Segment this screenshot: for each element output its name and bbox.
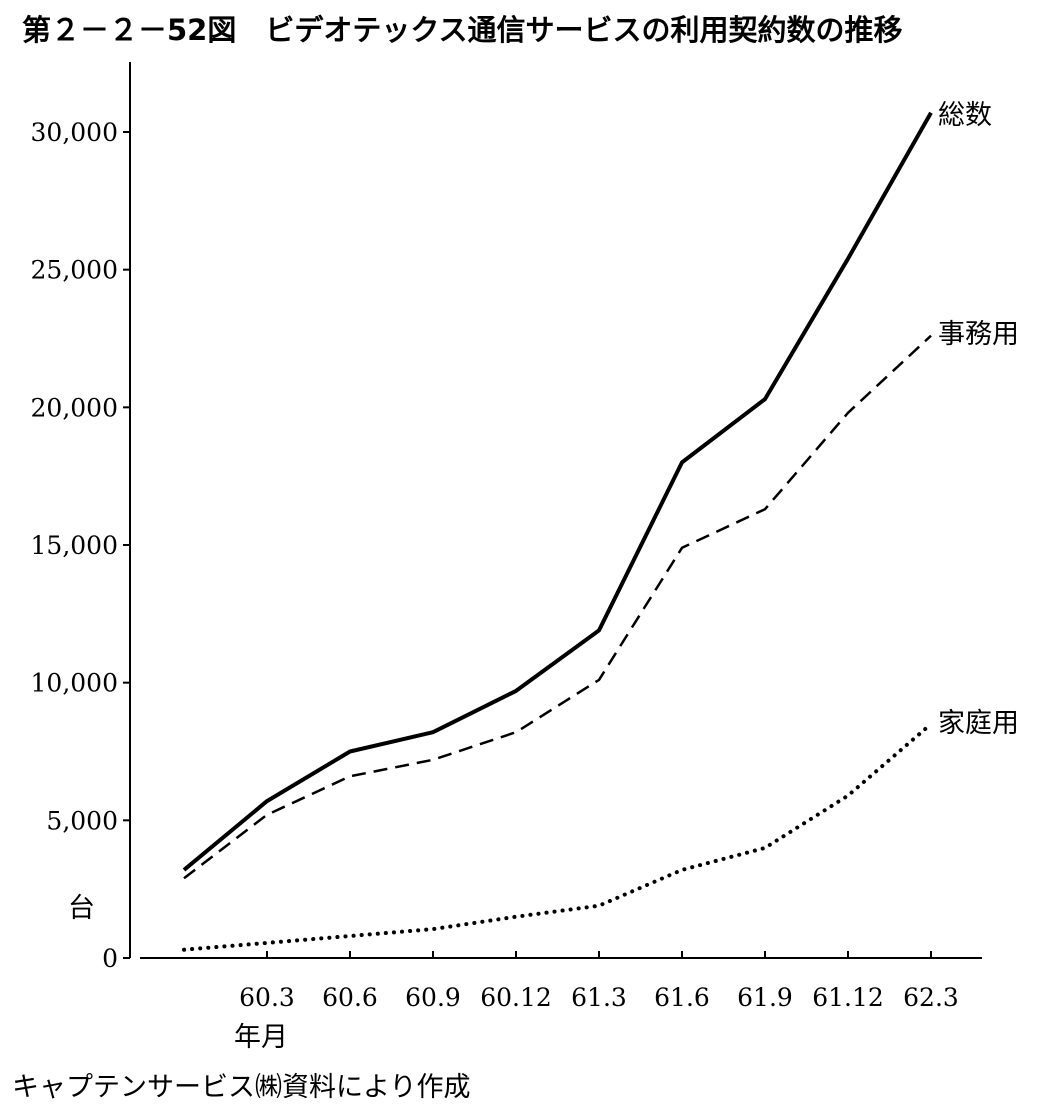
x-axis-label: 年月 (234, 1022, 288, 1053)
x-tick-label: 60.9 (405, 983, 461, 1012)
y-tick-label: 30,000 (31, 118, 118, 147)
x-tick-label: 60.12 (480, 983, 552, 1012)
y-tick-label: 15,000 (31, 531, 118, 560)
x-tick-label: 61.6 (654, 983, 710, 1012)
series-label: 総数 (938, 100, 992, 131)
x-tick-label: 61.12 (812, 983, 884, 1012)
x-axis-ticks: 60.3 60.6 60.9 60.12 61.3 61.6 61.9 61.12 62.3 (239, 951, 959, 1012)
x-tick-label: 60.6 (322, 983, 378, 1012)
x-tick-label: 62.3 (903, 983, 959, 1012)
x-tick-label: 61.9 (737, 983, 793, 1012)
y-axis-ticks: 0 5,000 10,000 15,000 20,000 25,000 30,000 (31, 118, 130, 973)
y-tick-label: 25,000 (31, 256, 118, 285)
y-tick-label: 0 (102, 944, 118, 973)
y-tick-label: 5,000 (46, 806, 118, 835)
source-note: キャプテンサービス㈱資料により作成 (12, 1072, 470, 1103)
series-line-dashed (183, 334, 932, 880)
y-tick-label: 10,000 (31, 669, 118, 698)
y-axis-label: 台 (68, 893, 95, 924)
series-label: 家庭用 (938, 708, 1019, 739)
series-lines (182, 111, 933, 952)
x-tick-label: 61.3 (571, 983, 627, 1012)
series-line-dotted (182, 722, 933, 952)
series-line-solid (182, 111, 933, 872)
x-tick-label: 60.3 (239, 983, 295, 1012)
y-tick-label: 20,000 (31, 393, 118, 422)
chart-title: 第２－２－52図 ビデオテックス通信サービスの利用契約数の推移 (22, 13, 903, 47)
series-label: 事務用 (938, 319, 1019, 350)
